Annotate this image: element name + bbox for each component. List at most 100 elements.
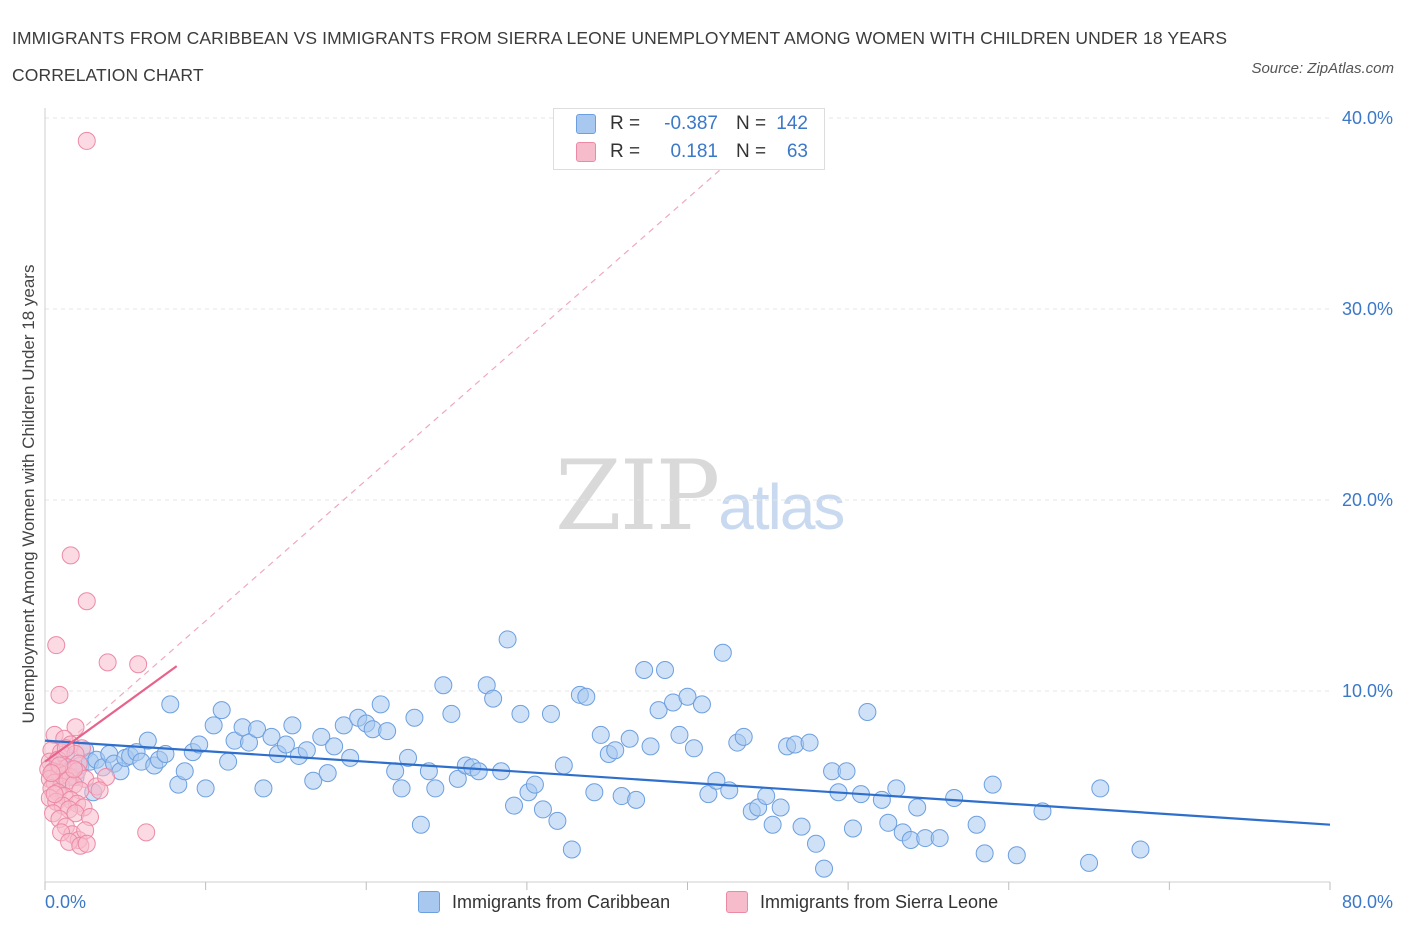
point-caribbean bbox=[1007, 846, 1026, 865]
point-caribbean bbox=[190, 735, 209, 754]
point-caribbean bbox=[426, 779, 445, 798]
legend-r-value: 0.181 bbox=[670, 141, 718, 162]
point-caribbean bbox=[371, 695, 390, 714]
point-caribbean bbox=[548, 811, 567, 830]
point-caribbean bbox=[498, 630, 517, 649]
point-caribbean bbox=[585, 783, 604, 802]
point-sierra-leone bbox=[77, 834, 96, 853]
point-caribbean bbox=[692, 695, 711, 714]
point-caribbean bbox=[967, 815, 986, 834]
point-sierra-leone bbox=[98, 653, 117, 672]
point-caribbean bbox=[392, 779, 411, 798]
point-caribbean bbox=[399, 748, 418, 767]
legend-n-label: N = bbox=[736, 141, 767, 162]
point-caribbean bbox=[138, 731, 157, 750]
chart-title: IMMIGRANTS FROM CARIBBEAN VS IMMIGRANTS … bbox=[12, 28, 1228, 85]
point-sierra-leone bbox=[77, 592, 96, 611]
point-caribbean bbox=[713, 643, 732, 662]
point-caribbean bbox=[448, 769, 467, 788]
point-caribbean bbox=[554, 756, 573, 775]
source-credit: Source: ZipAtlas.com bbox=[1251, 60, 1394, 77]
bottom-legend-label-sierra-leone: Immigrants from Sierra Leone bbox=[760, 891, 999, 912]
point-caribbean bbox=[800, 733, 819, 752]
point-caribbean bbox=[386, 762, 405, 781]
point-caribbean bbox=[678, 687, 697, 706]
point-caribbean bbox=[945, 788, 964, 807]
point-sierra-leone bbox=[47, 636, 66, 655]
point-sierra-leone bbox=[45, 785, 64, 804]
point-caribbean bbox=[525, 775, 544, 794]
point-sierra-leone bbox=[42, 764, 61, 783]
point-caribbean bbox=[879, 813, 898, 832]
y-tick-label: 20.0% bbox=[1342, 490, 1393, 510]
point-caribbean bbox=[248, 720, 267, 739]
point-caribbean bbox=[325, 737, 344, 756]
point-caribbean bbox=[511, 704, 530, 723]
point-caribbean bbox=[212, 701, 231, 720]
point-caribbean bbox=[434, 676, 453, 695]
point-caribbean bbox=[763, 815, 782, 834]
point-caribbean bbox=[1091, 779, 1110, 798]
legend-swatch-sierra-leone bbox=[576, 142, 596, 162]
point-caribbean bbox=[312, 727, 331, 746]
point-sierra-leone bbox=[129, 655, 148, 674]
point-caribbean bbox=[591, 725, 610, 744]
point-caribbean bbox=[505, 796, 524, 815]
point-caribbean bbox=[699, 785, 718, 804]
point-caribbean bbox=[297, 741, 316, 760]
point-caribbean bbox=[304, 771, 323, 790]
point-caribbean bbox=[606, 741, 625, 760]
point-caribbean bbox=[837, 762, 856, 781]
legend-row-caribbean: R = -0.387 N = 142 bbox=[576, 113, 808, 135]
point-caribbean bbox=[887, 779, 906, 798]
bottom-legend-caribbean: Immigrants from Caribbean bbox=[418, 890, 670, 914]
tick-labels: 10.0% 20.0% 30.0% 40.0% 0.0% 80.0% bbox=[45, 108, 1393, 912]
point-caribbean bbox=[341, 748, 360, 767]
y-tick-label: 30.0% bbox=[1342, 299, 1393, 319]
point-caribbean bbox=[562, 840, 581, 859]
point-caribbean bbox=[196, 779, 215, 798]
point-sierra-leone bbox=[90, 781, 109, 800]
point-caribbean bbox=[757, 787, 776, 806]
point-sierra-leone bbox=[61, 546, 80, 565]
point-caribbean bbox=[807, 834, 825, 853]
watermark-zip: ZIP bbox=[555, 440, 720, 552]
legend-r-value: -0.387 bbox=[664, 113, 718, 134]
legend-n-label: N = bbox=[736, 113, 767, 134]
y-tick-label: 10.0% bbox=[1342, 681, 1393, 701]
point-caribbean bbox=[318, 764, 337, 783]
point-caribbean bbox=[641, 737, 660, 756]
point-caribbean bbox=[161, 695, 180, 714]
trend-line-sierra-leone bbox=[44, 665, 178, 763]
point-sierra-leone bbox=[66, 718, 85, 737]
point-caribbean bbox=[908, 798, 927, 817]
watermark-atlas: atlas bbox=[718, 471, 845, 543]
point-caribbean bbox=[771, 798, 790, 817]
legend-row-sierra-leone: R = 0.181 N = 63 bbox=[576, 141, 808, 163]
y-axis-label: Unemployment Among Women with Children U… bbox=[19, 264, 38, 724]
point-caribbean bbox=[858, 703, 877, 722]
point-caribbean bbox=[815, 859, 834, 878]
point-caribbean bbox=[975, 844, 994, 863]
point-caribbean bbox=[484, 689, 503, 708]
point-caribbean bbox=[843, 819, 862, 838]
point-caribbean bbox=[1131, 840, 1150, 859]
point-sierra-leone bbox=[77, 131, 96, 150]
axes bbox=[44, 108, 1331, 890]
point-caribbean bbox=[283, 716, 302, 735]
point-caribbean bbox=[620, 729, 639, 748]
watermark: ZIPatlas bbox=[555, 440, 845, 552]
legend-swatch-caribbean bbox=[576, 114, 596, 134]
point-caribbean bbox=[175, 762, 194, 781]
point-caribbean bbox=[262, 727, 281, 746]
data-points bbox=[39, 131, 1331, 878]
point-caribbean bbox=[734, 727, 753, 746]
point-caribbean bbox=[442, 704, 461, 723]
point-caribbean bbox=[1080, 853, 1099, 872]
bottom-legend-swatch-caribbean bbox=[418, 891, 440, 913]
point-caribbean bbox=[469, 762, 488, 781]
grid-lines bbox=[45, 117, 1330, 692]
y-tick-label: 40.0% bbox=[1342, 108, 1393, 128]
point-caribbean bbox=[670, 725, 689, 744]
